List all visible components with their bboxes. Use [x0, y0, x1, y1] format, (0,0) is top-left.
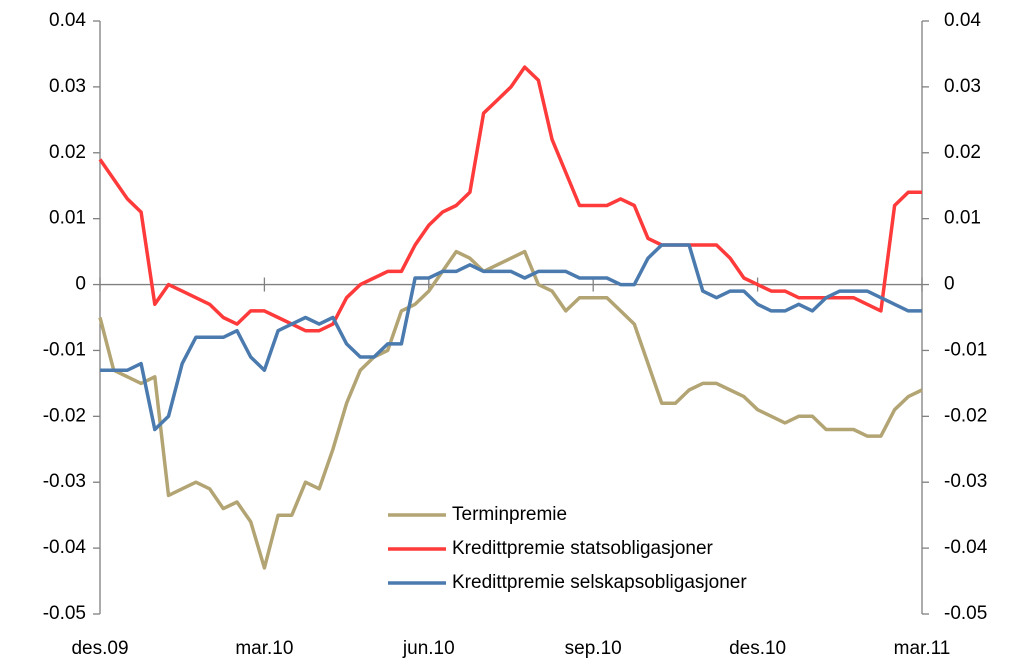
y2-tick-label: -0.05 [944, 603, 987, 624]
series-line [98, 249, 923, 570]
x-tick-label: des.10 [729, 638, 786, 659]
y2-tick-label: 0.04 [944, 10, 981, 31]
y-tick-label: 0.03 [49, 76, 86, 97]
y-tick-label: 0 [75, 274, 86, 295]
y-tick-label: 0.04 [49, 10, 86, 31]
x-tick-label: sep.10 [565, 638, 622, 659]
legend-label: Terminpremie [452, 504, 567, 525]
y2-tick-label: 0.01 [944, 208, 981, 229]
y2-tick-label: 0.03 [944, 76, 981, 97]
legend-label: Kredittpremie statsobligasjoner [452, 538, 714, 559]
y-tick-label: 0.02 [49, 142, 86, 163]
x-tick-label: mar.11 [894, 638, 951, 659]
y2-tick-label: -0.02 [944, 405, 987, 426]
x-tick-label: mar.10 [235, 638, 293, 659]
y-tick-label: -0.03 [43, 471, 86, 492]
series-line [100, 243, 922, 432]
y-tick-label: -0.04 [43, 537, 87, 558]
y-tick-label: -0.01 [43, 339, 86, 360]
y-tick-label: -0.02 [43, 405, 86, 426]
x-tick-label: jun.10 [402, 638, 455, 659]
y2-tick-label: -0.03 [944, 471, 987, 492]
y2-tick-label: 0.02 [944, 142, 981, 163]
y-tick-label: 0.01 [49, 208, 86, 229]
x-tick-label: des.09 [71, 638, 128, 659]
legend-label: Kredittpremie selskapsobligasjoner [452, 572, 747, 593]
y2-tick-label: 0 [944, 274, 955, 295]
y2-tick-label: -0.04 [944, 537, 988, 558]
y2-tick-label: -0.01 [944, 339, 987, 360]
series-line [98, 65, 922, 333]
y-tick-label: -0.05 [43, 603, 86, 624]
